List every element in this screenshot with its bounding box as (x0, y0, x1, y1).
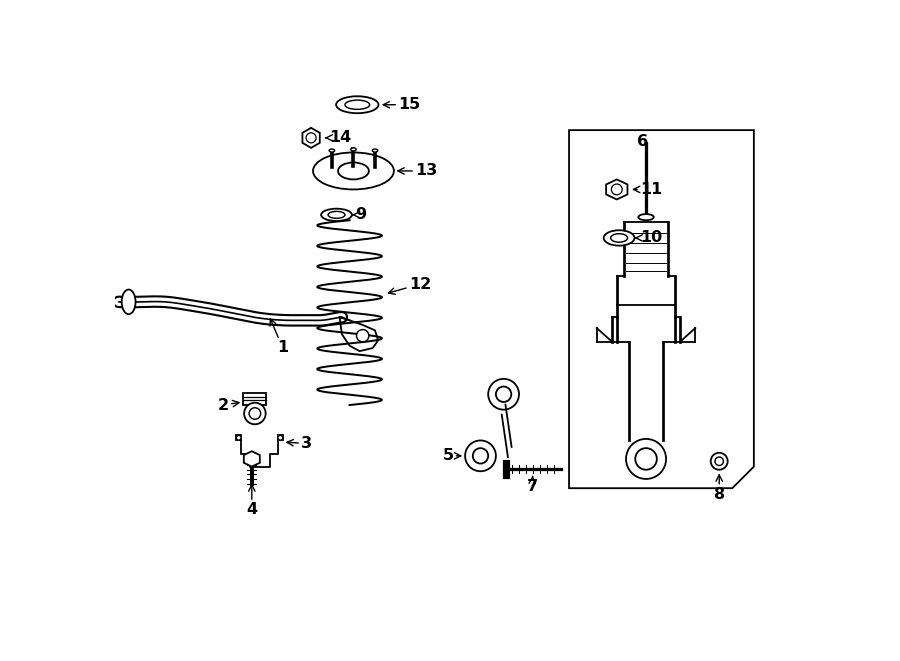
Ellipse shape (338, 163, 369, 179)
Text: 8: 8 (714, 475, 724, 502)
Text: 3: 3 (287, 436, 312, 451)
Circle shape (356, 330, 369, 342)
Polygon shape (244, 451, 260, 467)
Ellipse shape (313, 153, 394, 190)
Circle shape (488, 379, 519, 410)
Circle shape (635, 448, 657, 470)
Ellipse shape (336, 97, 379, 113)
Ellipse shape (610, 234, 627, 242)
Ellipse shape (122, 290, 136, 314)
Text: 2: 2 (218, 397, 239, 412)
Text: 9: 9 (352, 208, 366, 222)
Text: 7: 7 (526, 476, 537, 494)
Text: 10: 10 (636, 231, 662, 245)
Text: 15: 15 (383, 97, 420, 112)
Text: 1: 1 (270, 319, 288, 356)
Ellipse shape (249, 408, 261, 419)
Ellipse shape (711, 453, 728, 470)
Ellipse shape (715, 457, 724, 465)
Polygon shape (278, 435, 283, 440)
Polygon shape (569, 130, 754, 488)
Text: 6: 6 (636, 134, 648, 149)
Ellipse shape (638, 214, 653, 220)
Ellipse shape (321, 209, 352, 221)
Circle shape (496, 387, 511, 402)
Ellipse shape (345, 100, 370, 109)
Circle shape (472, 448, 488, 463)
Polygon shape (606, 179, 627, 200)
Ellipse shape (351, 148, 356, 151)
Polygon shape (237, 435, 241, 440)
Polygon shape (243, 393, 266, 405)
Circle shape (306, 133, 316, 143)
Text: 5: 5 (443, 448, 461, 463)
Circle shape (278, 436, 283, 440)
Text: 4: 4 (247, 485, 257, 517)
Circle shape (465, 440, 496, 471)
Text: 11: 11 (634, 182, 662, 197)
Ellipse shape (244, 403, 266, 424)
Circle shape (611, 184, 622, 195)
Ellipse shape (328, 212, 345, 218)
Circle shape (626, 439, 666, 479)
Ellipse shape (329, 149, 335, 152)
Ellipse shape (604, 230, 634, 246)
Text: 13: 13 (398, 163, 437, 178)
Ellipse shape (373, 149, 378, 152)
Text: 14: 14 (326, 130, 351, 145)
Circle shape (237, 436, 241, 440)
Text: 12: 12 (389, 277, 431, 294)
Polygon shape (302, 128, 320, 148)
